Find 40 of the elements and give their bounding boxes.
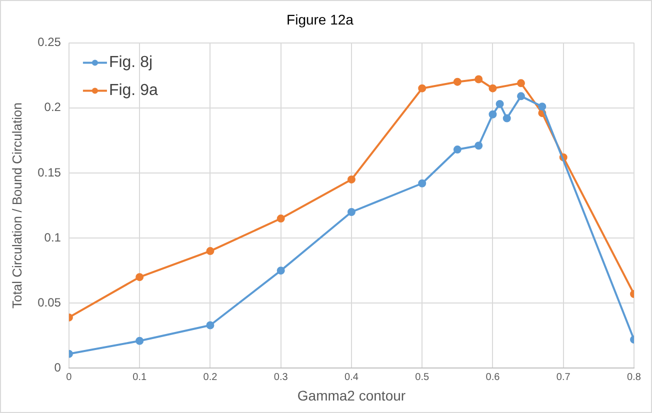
point bbox=[276, 214, 285, 223]
y-tick-label: 0.05 bbox=[38, 295, 62, 310]
point bbox=[488, 110, 497, 118]
x-tick-label: 0.7 bbox=[556, 372, 571, 383]
point bbox=[347, 208, 356, 216]
x-tick-label: 0.1 bbox=[132, 372, 147, 383]
point bbox=[502, 114, 511, 122]
point bbox=[206, 321, 214, 330]
x-tick-label: 0.8 bbox=[627, 372, 642, 383]
point bbox=[347, 175, 356, 184]
x-tick-label: 0.2 bbox=[203, 372, 218, 383]
y-tick-label: 0.2 bbox=[44, 100, 62, 114]
point bbox=[496, 100, 504, 108]
y-tick-label: 0.25 bbox=[38, 35, 62, 50]
point bbox=[516, 92, 525, 100]
x-tick-label: 0.6 bbox=[486, 372, 500, 383]
legend-label: Fig. 9a bbox=[108, 82, 158, 100]
x-tick-label: 0.5 bbox=[415, 372, 430, 383]
point bbox=[538, 102, 546, 111]
point bbox=[418, 179, 426, 188]
y-axis-title: Total Circulation / Bound Circulation bbox=[9, 102, 24, 308]
point bbox=[453, 146, 462, 154]
point bbox=[136, 336, 144, 345]
point bbox=[516, 79, 525, 88]
y-tick-label: 0.15 bbox=[38, 165, 62, 180]
point bbox=[474, 75, 483, 84]
point bbox=[206, 247, 214, 256]
point bbox=[418, 84, 426, 92]
point bbox=[136, 273, 144, 282]
x-axis-title: Gamma2 contour bbox=[297, 387, 406, 404]
point bbox=[474, 142, 483, 150]
x-tick-label: 0.3 bbox=[274, 372, 288, 383]
x-tick-label: 0.4 bbox=[344, 372, 359, 383]
chart-title: Figure 12a bbox=[286, 11, 354, 28]
y-tick-label: 0.1 bbox=[44, 230, 62, 244]
point bbox=[276, 266, 285, 275]
point bbox=[488, 84, 497, 92]
legend-label: Fig. 8j bbox=[108, 54, 153, 72]
x-tick-label: 0 bbox=[66, 372, 72, 383]
point bbox=[453, 78, 462, 86]
